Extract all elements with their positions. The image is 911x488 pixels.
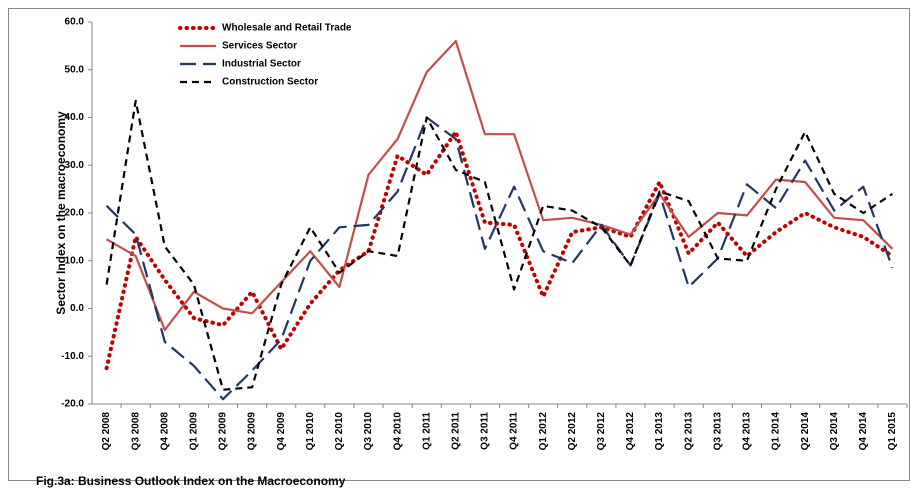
y-tick-label: 30.0 [65, 160, 85, 171]
x-tick-label: Q1 2009 [189, 412, 200, 451]
x-tick-label: Q2 2010 [334, 412, 345, 451]
series-line [105, 116, 894, 401]
x-tick-label: Q4 2009 [276, 412, 287, 451]
y-tick-label: 10.0 [65, 255, 85, 266]
x-tick-label: Q1 2015 [887, 412, 898, 451]
y-tick-label: 60.0 [65, 17, 85, 28]
x-tick-label: Q3 2013 [712, 412, 723, 451]
x-tick-label: Q4 2011 [509, 412, 520, 450]
x-tick-label: Q4 2008 [159, 412, 170, 451]
x-tick-label: Q3 2014 [829, 412, 840, 451]
x-tick-label: Q3 2011 [480, 412, 491, 450]
series-line [106, 39, 894, 332]
x-tick-label: Q1 2013 [654, 412, 665, 451]
x-tick-label: Q4 2010 [392, 412, 403, 451]
x-tick-label: Q3 2010 [363, 412, 374, 451]
x-tick-label: Q2 2014 [800, 412, 811, 451]
caption: Fig.3a: Business Outlook Index on the Ma… [36, 474, 346, 488]
x-tick-label: Q2 2012 [567, 412, 578, 451]
series-line [105, 99, 894, 391]
x-tick-label: Q1 2011 [421, 412, 432, 450]
y-tick-label: 40.0 [65, 112, 85, 123]
x-tick-label: Q4 2014 [858, 412, 869, 451]
series-line [104, 129, 895, 371]
x-tick-label: Q3 2009 [247, 412, 258, 451]
y-tick-label: 0.0 [70, 303, 84, 314]
x-tick-label: Q2 2009 [218, 412, 229, 451]
legend-label: Construction Sector [222, 77, 318, 88]
y-tick-label: -20.0 [61, 399, 84, 410]
chart-border [8, 8, 910, 481]
y-tick-label: 20.0 [65, 208, 85, 219]
x-tick-label: Q2 2011 [450, 412, 461, 450]
legend-label: Services Sector [222, 41, 297, 52]
legend-label: Industrial Sector [222, 59, 301, 70]
x-tick-label: Q4 2013 [742, 412, 753, 451]
x-tick-label: Q1 2014 [771, 412, 782, 451]
x-tick-label: Q4 2012 [625, 412, 636, 451]
x-tick-label: Q3 2008 [130, 412, 141, 451]
legend-label: Wholesale and Retail Trade [222, 23, 352, 34]
x-tick-label: Q1 2012 [538, 412, 549, 451]
y-axis-label: Sector Index on the macroeconomy [54, 111, 68, 315]
x-tick-label: Q1 2010 [305, 412, 316, 451]
x-tick-label: Q2 2013 [683, 412, 694, 451]
x-tick-label: Q2 2008 [101, 412, 112, 451]
y-tick-label: -10.0 [61, 351, 84, 362]
y-tick-label: 50.0 [65, 64, 85, 75]
x-tick-label: Q3 2012 [596, 412, 607, 451]
